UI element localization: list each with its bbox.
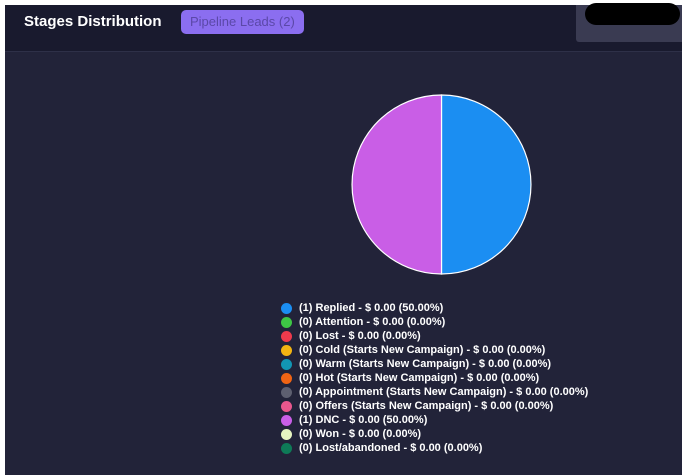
pipeline-leads-button[interactable]: Pipeline Leads (2) [181, 10, 304, 34]
legend-item[interactable]: (0) Cold (Starts New Campaign) - $ 0.00 … [281, 343, 588, 357]
legend-label: (0) Lost - $ 0.00 (0.00%) [299, 330, 421, 342]
legend-color-swatch [281, 344, 292, 356]
legend-item[interactable]: (1) DNC - $ 0.00 (50.00%) [281, 413, 588, 427]
legend-item[interactable]: (0) Appointment (Starts New Campaign) - … [281, 385, 588, 399]
legend-color-swatch [281, 316, 292, 328]
legend-color-swatch [281, 330, 292, 342]
legend-label: (0) Won - $ 0.00 (0.00%) [299, 428, 422, 440]
legend-item[interactable]: (0) Warm (Starts New Campaign) - $ 0.00 … [281, 357, 588, 371]
pie-slice-replied[interactable] [440, 94, 532, 275]
legend-label: (0) Cold (Starts New Campaign) - $ 0.00 … [299, 344, 546, 356]
legend-color-swatch [281, 400, 292, 412]
legend-item[interactable]: (0) Lost - $ 0.00 (0.00%) [281, 329, 588, 343]
legend-label: (0) Appointment (Starts New Campaign) - … [299, 386, 589, 398]
pie-chart [351, 94, 532, 275]
legend-label: (0) Hot (Starts New Campaign) - $ 0.00 (… [299, 372, 540, 384]
legend-label: (1) DNC - $ 0.00 (50.00%) [299, 414, 428, 426]
legend-item[interactable]: (0) Offers (Starts New Campaign) - $ 0.0… [281, 399, 588, 413]
legend-label: (0) Offers (Starts New Campaign) - $ 0.0… [299, 400, 554, 412]
legend-item[interactable]: (0) Hot (Starts New Campaign) - $ 0.00 (… [281, 371, 588, 385]
chart-legend: (1) Replied - $ 0.00 (50.00%) (0) Attenti… [281, 301, 588, 455]
legend-color-swatch [281, 414, 292, 426]
pie-slice-dnc[interactable] [351, 94, 443, 275]
legend-label: (0) Warm (Starts New Campaign) - $ 0.00 … [299, 358, 552, 370]
legend-item[interactable]: (0) Won - $ 0.00 (0.00%) [281, 427, 588, 441]
legend-color-swatch [281, 386, 292, 398]
legend-item[interactable]: (0) Attention - $ 0.00 (0.00%) [281, 315, 588, 329]
redacted-area [585, 3, 680, 25]
legend-color-swatch [281, 372, 292, 384]
legend-color-swatch [281, 428, 292, 440]
card-title: Stages Distribution [24, 13, 162, 30]
legend-item[interactable]: (1) Replied - $ 0.00 (50.00%) [281, 301, 588, 315]
legend-label: (0) Attention - $ 0.00 (0.00%) [299, 316, 446, 328]
legend-color-swatch [281, 358, 292, 370]
legend-label: (0) Lost/abandoned - $ 0.00 (0.00%) [299, 442, 483, 454]
stages-distribution-card: Stages Distribution Pipeline Leads (2) (… [5, 5, 682, 475]
legend-color-swatch [281, 442, 292, 454]
legend-color-swatch [281, 302, 292, 314]
card-header: Stages Distribution Pipeline Leads (2) [5, 5, 682, 52]
legend-label: (1) Replied - $ 0.00 (50.00%) [299, 302, 444, 314]
legend-item[interactable]: (0) Lost/abandoned - $ 0.00 (0.00%) [281, 441, 588, 455]
